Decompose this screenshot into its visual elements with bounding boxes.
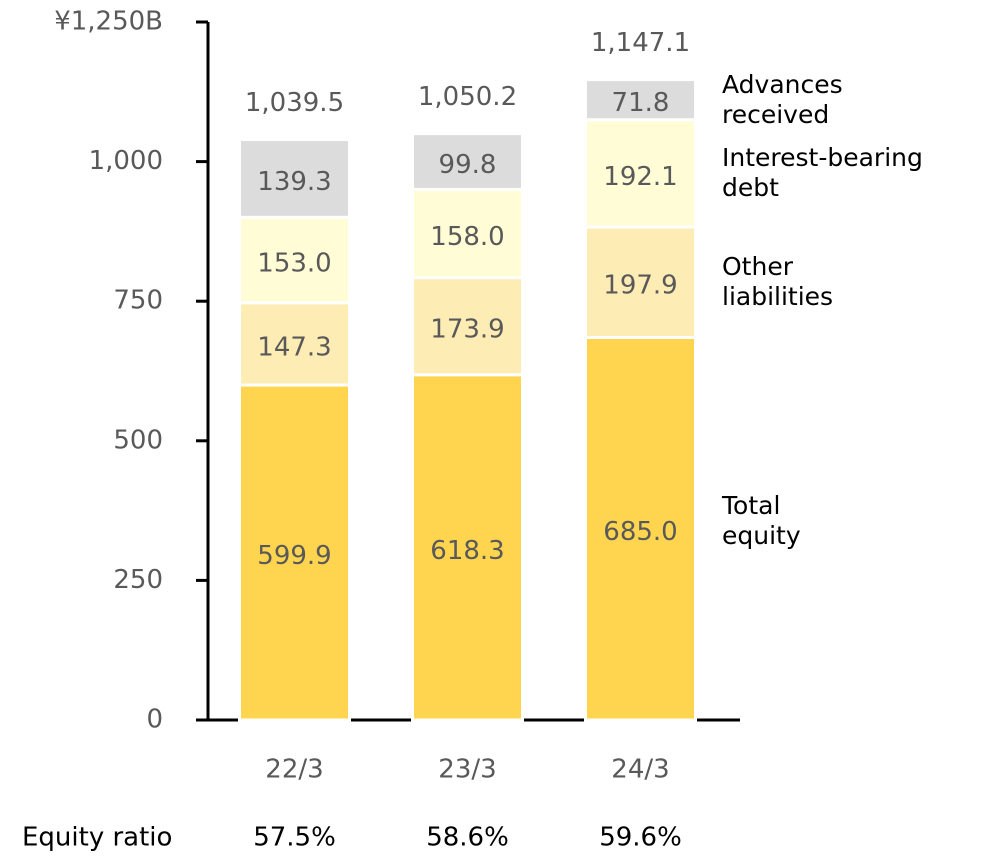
data-label: 599.9	[257, 541, 331, 571]
total-label: 1,147.1	[591, 28, 690, 58]
data-label: 99.8	[439, 150, 497, 180]
equity-ratio-value: 58.6%	[426, 823, 509, 853]
data-label: 685.0	[603, 517, 677, 547]
equity-ratio-value: 57.5%	[253, 823, 336, 853]
legend-label: Total equity	[722, 490, 801, 550]
bar-segment	[584, 78, 697, 122]
y-tick-label: ¥1,250B	[54, 7, 163, 37]
bar-segment	[238, 301, 351, 387]
total-label: 1,050.2	[418, 82, 517, 112]
equity-ratio-label: Equity ratio	[22, 823, 172, 853]
data-label: 139.3	[257, 167, 331, 197]
x-tick-label: 23/3	[438, 755, 496, 785]
bar-segment	[238, 138, 351, 219]
bar-segment	[584, 225, 697, 339]
y-tick-label: 250	[113, 565, 163, 595]
total-label: 1,039.5	[245, 88, 344, 118]
bar-segment	[411, 132, 524, 191]
data-label: 71.8	[612, 88, 670, 118]
data-label: 192.1	[603, 162, 677, 192]
bar-segment	[584, 335, 697, 722]
y-tick-label: 0	[146, 705, 163, 735]
legend-label: Advances received	[722, 69, 843, 129]
data-label: 158.0	[430, 222, 504, 252]
y-tick-label: 1,000	[89, 146, 163, 176]
x-tick-label: 24/3	[611, 755, 669, 785]
equity-ratio-value: 59.6%	[599, 823, 682, 853]
bar-segment	[238, 215, 351, 305]
bar-segment	[411, 373, 524, 722]
data-label: 197.9	[603, 271, 677, 301]
data-label: 173.9	[430, 315, 504, 345]
y-tick-label: 750	[113, 286, 163, 316]
legend-label: Interest-bearing debt	[722, 143, 923, 203]
x-tick-label: 22/3	[265, 755, 323, 785]
data-label: 153.0	[257, 249, 331, 279]
y-tick-label: 500	[113, 425, 163, 455]
data-label: 618.3	[430, 536, 504, 566]
bar-segment	[238, 383, 351, 722]
data-label: 147.3	[257, 332, 331, 362]
legend-label: Other liabilities	[722, 252, 834, 312]
bar-segment	[584, 118, 697, 229]
